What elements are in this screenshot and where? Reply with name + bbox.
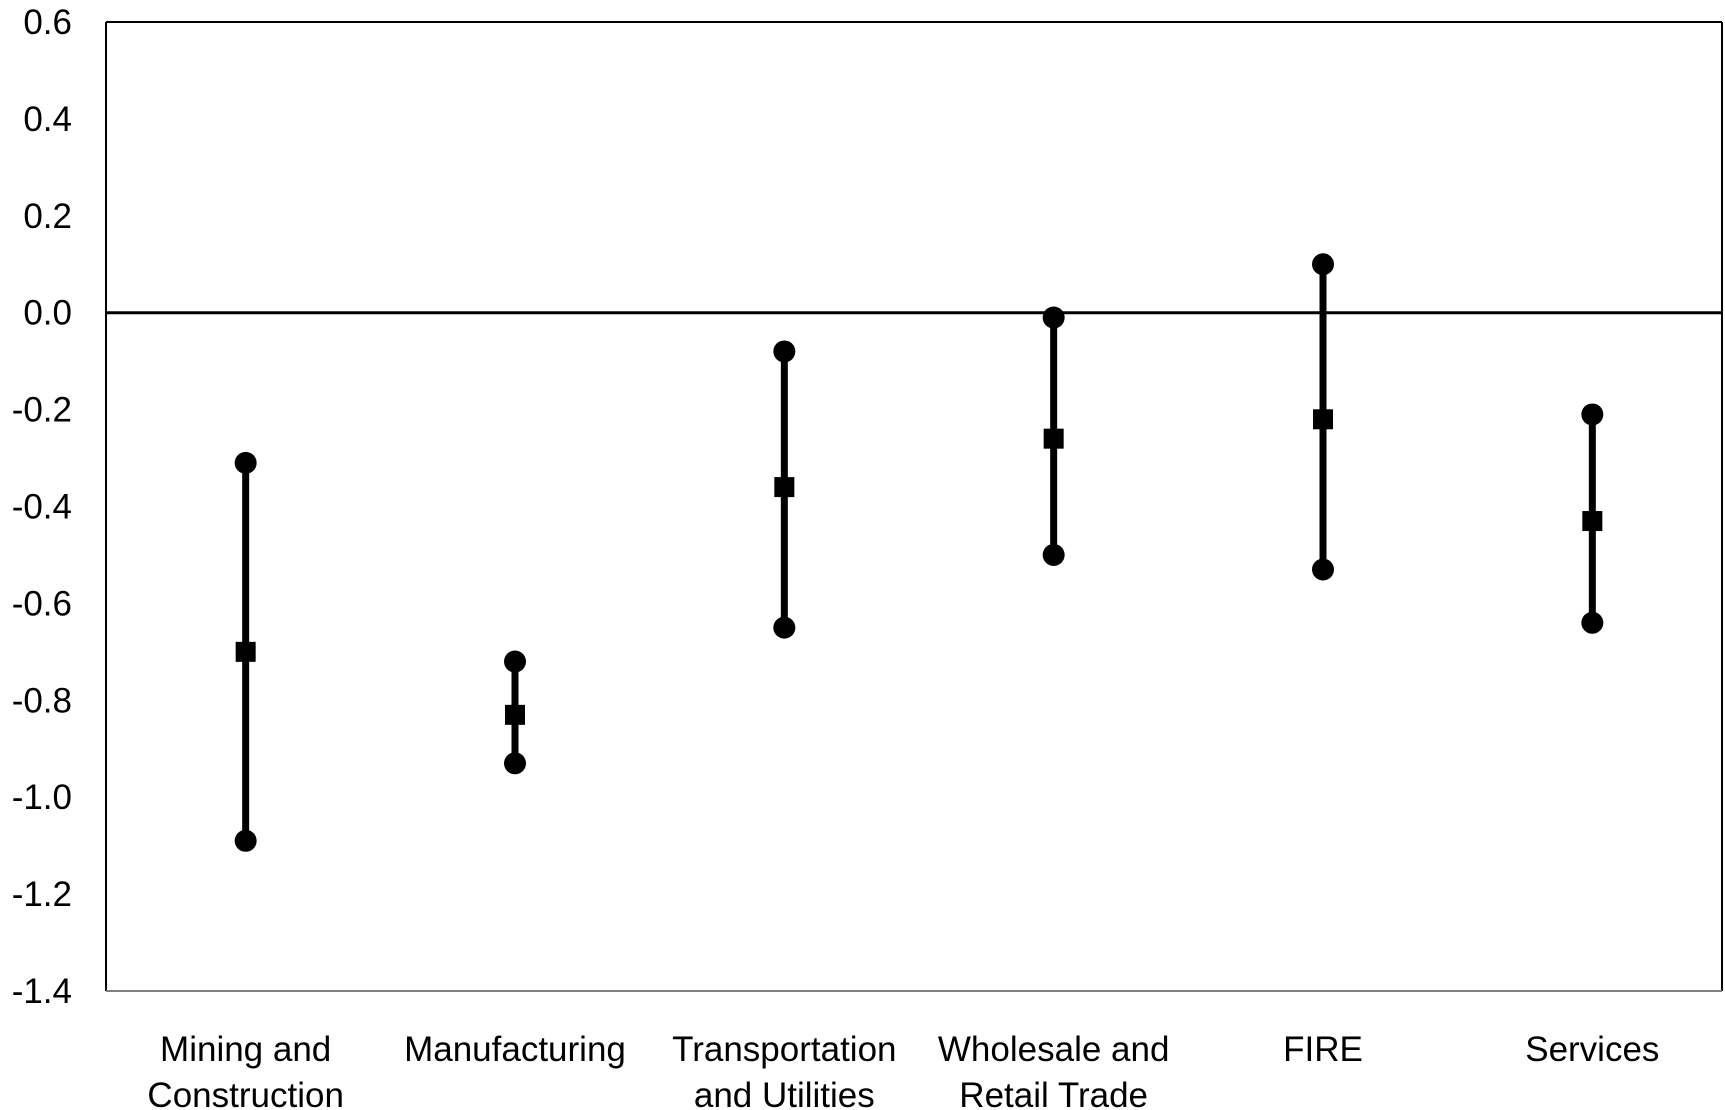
category-label: Wholesale and bbox=[938, 1030, 1170, 1069]
y-axis-ticks: 0.6 0.4 0.2 0.0 -0.2 -0.4 -0.6 -0.8 -1.0 -1.2 -1.4 bbox=[12, 3, 72, 1011]
category-label: FIRE bbox=[1283, 1030, 1363, 1069]
y-tick-label: 0.4 bbox=[23, 100, 72, 139]
y-tick-label: -0.2 bbox=[12, 391, 72, 430]
y-tick-label: -1.0 bbox=[12, 778, 72, 817]
lower-bound-marker bbox=[1581, 611, 1604, 634]
category-label: Services bbox=[1525, 1030, 1659, 1069]
point-estimate-marker bbox=[1043, 428, 1064, 449]
y-tick-label: -0.6 bbox=[12, 584, 72, 623]
point-estimate-marker bbox=[1582, 511, 1603, 532]
upper-bound-marker bbox=[234, 451, 257, 474]
category-label: Retail Trade bbox=[959, 1076, 1148, 1110]
y-tick-label: 0.0 bbox=[23, 294, 72, 333]
y-tick-label: 0.6 bbox=[23, 3, 72, 42]
y-tick-label: -1.4 bbox=[12, 972, 72, 1011]
y-tick-label: -0.8 bbox=[12, 681, 72, 720]
upper-bound-marker bbox=[504, 650, 526, 673]
upper-bound-marker bbox=[1042, 306, 1065, 329]
y-tick-label: 0.2 bbox=[23, 197, 72, 236]
point-estimate-marker bbox=[235, 641, 256, 662]
lower-bound-marker bbox=[1042, 543, 1065, 566]
point-estimate-marker bbox=[1313, 409, 1333, 430]
category-label: and Utilities bbox=[694, 1076, 875, 1110]
data-series bbox=[234, 253, 1604, 852]
lower-bound-marker bbox=[234, 829, 257, 852]
plot-frame bbox=[105, 21, 1723, 992]
category-label: Construction bbox=[147, 1076, 343, 1110]
category-label: Transportation bbox=[672, 1030, 896, 1069]
point-estimate-marker bbox=[774, 477, 795, 498]
point-estimate-marker bbox=[505, 704, 525, 725]
category-label: Manufacturing bbox=[404, 1030, 626, 1069]
category-label: Mining and bbox=[160, 1030, 331, 1069]
lower-bound-marker bbox=[1312, 558, 1334, 581]
lower-bound-marker bbox=[504, 752, 526, 775]
y-tick-label: -1.2 bbox=[12, 875, 72, 914]
upper-bound-marker bbox=[1581, 403, 1604, 426]
x-axis-categories: Mining and Construction Manufacturing Trans… bbox=[147, 1030, 1659, 1110]
upper-bound-marker bbox=[773, 340, 796, 363]
y-tick-label: -0.4 bbox=[12, 488, 72, 527]
upper-bound-marker bbox=[1312, 253, 1334, 276]
lower-bound-marker bbox=[773, 616, 796, 639]
